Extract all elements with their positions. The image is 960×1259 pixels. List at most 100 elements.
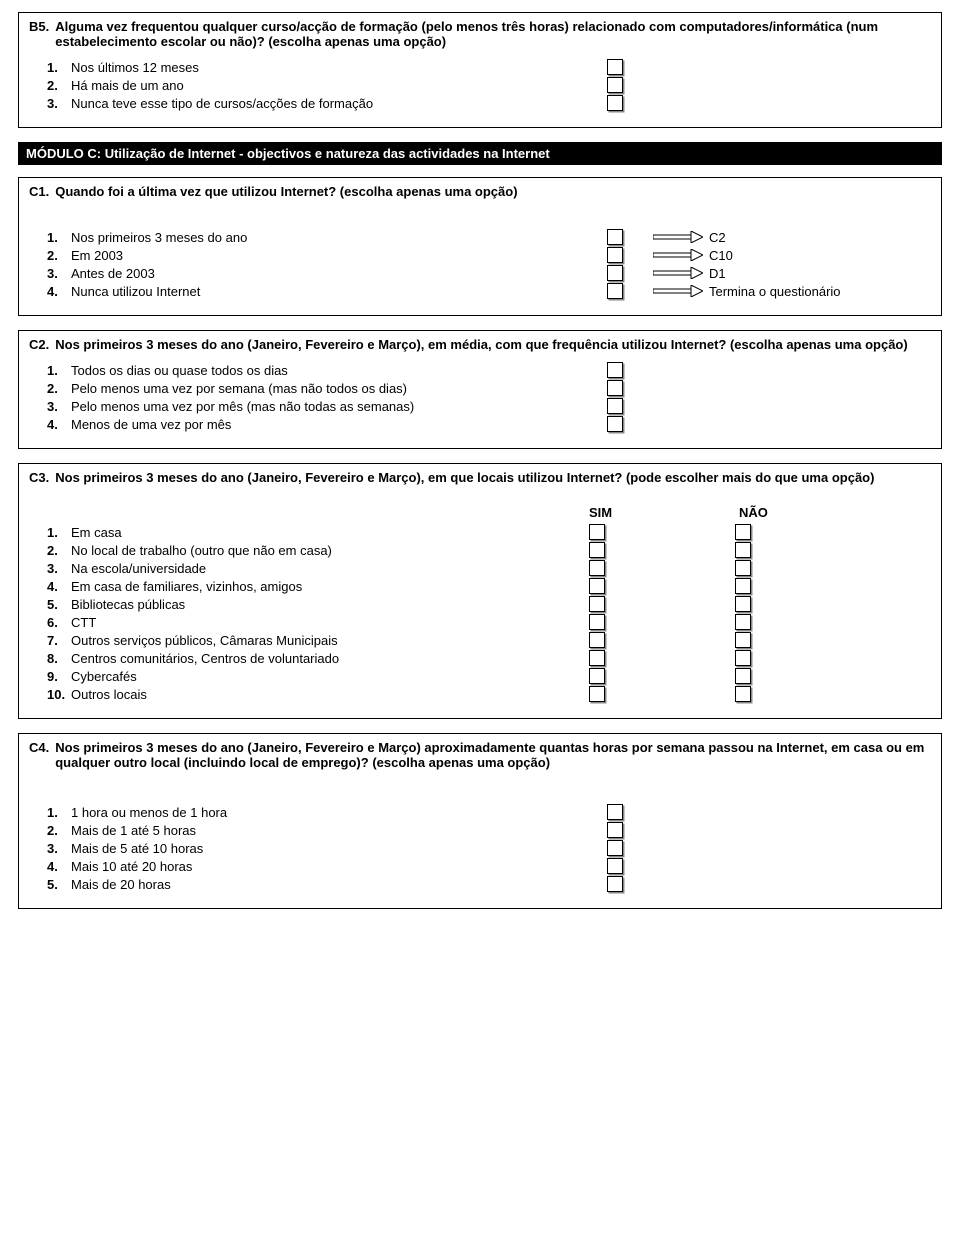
option-row: 4.Nunca utilizou InternetTermina o quest… bbox=[29, 283, 931, 299]
checkbox[interactable] bbox=[735, 668, 751, 684]
option-number: 3. bbox=[47, 399, 67, 414]
option-label: 5.Bibliotecas públicas bbox=[47, 597, 589, 612]
option-label: 5.Mais de 20 horas bbox=[47, 877, 607, 892]
option-row: 2.Em 2003C10 bbox=[29, 247, 931, 263]
option-label: 9. Cybercafés bbox=[47, 669, 589, 684]
checkbox[interactable] bbox=[735, 560, 751, 576]
option-text: Em casa bbox=[71, 525, 122, 540]
question-c2: C2. Nos primeiros 3 meses do ano (Janeir… bbox=[18, 330, 942, 449]
option-row: 1. Em casa bbox=[29, 524, 931, 540]
option-row: 3.Nunca teve esse tipo de cursos/acções … bbox=[29, 95, 931, 111]
option-label: 3.Na escola/universidade bbox=[47, 561, 589, 576]
option-number: 1. bbox=[47, 525, 67, 540]
option-row: 4.Mais 10 até 20 horas bbox=[29, 858, 931, 874]
option-row: 4.Em casa de familiares, vizinhos, amigo… bbox=[29, 578, 931, 594]
option-number: 4. bbox=[47, 284, 67, 299]
option-label: 10.Outros locais bbox=[47, 687, 589, 702]
option-label: 1. Nos primeiros 3 meses do ano bbox=[47, 230, 607, 245]
option-number: 3. bbox=[47, 96, 67, 111]
checkbox[interactable] bbox=[589, 614, 605, 630]
option-destination: C10 bbox=[709, 248, 733, 263]
checkbox[interactable] bbox=[607, 380, 623, 396]
option-text: Há mais de um ano bbox=[71, 78, 184, 93]
option-label: 1.Todos os dias ou quase todos os dias bbox=[47, 363, 607, 378]
option-number: 2. bbox=[47, 823, 67, 838]
checkbox[interactable] bbox=[607, 822, 623, 838]
checkbox[interactable] bbox=[589, 596, 605, 612]
checkbox[interactable] bbox=[735, 686, 751, 702]
option-row: 6.CTT bbox=[29, 614, 931, 630]
checkbox[interactable] bbox=[735, 596, 751, 612]
checkbox[interactable] bbox=[735, 578, 751, 594]
module-c-header: MÓDULO C: Utilização de Internet - objec… bbox=[18, 142, 942, 165]
checkbox[interactable] bbox=[735, 524, 751, 540]
option-number: 4. bbox=[47, 417, 67, 432]
checkbox[interactable] bbox=[607, 265, 623, 281]
option-number: 2. bbox=[47, 381, 67, 396]
option-label: 2.Há mais de um ano bbox=[47, 78, 607, 93]
question-text: Nos primeiros 3 meses do ano (Janeiro, F… bbox=[55, 470, 874, 485]
checkbox[interactable] bbox=[589, 524, 605, 540]
header-nao: NÃO bbox=[739, 505, 779, 520]
checkbox[interactable] bbox=[607, 804, 623, 820]
option-text: Nos primeiros 3 meses do ano bbox=[71, 230, 247, 245]
checkbox[interactable] bbox=[607, 840, 623, 856]
option-number: 8. bbox=[47, 651, 67, 666]
checkbox[interactable] bbox=[607, 247, 623, 263]
checkbox[interactable] bbox=[735, 614, 751, 630]
question-header: C4. Nos primeiros 3 meses do ano (Janeir… bbox=[29, 740, 931, 770]
question-c1: C1. Quando foi a última vez que utilizou… bbox=[18, 177, 942, 316]
checkbox[interactable] bbox=[735, 650, 751, 666]
option-number: 9. bbox=[47, 669, 67, 684]
option-label: 4.Mais 10 até 20 horas bbox=[47, 859, 607, 874]
option-number: 1. bbox=[47, 230, 67, 245]
question-header: C2. Nos primeiros 3 meses do ano (Janeir… bbox=[29, 337, 931, 352]
checkbox[interactable] bbox=[607, 362, 623, 378]
checkbox[interactable] bbox=[589, 686, 605, 702]
checkbox[interactable] bbox=[589, 632, 605, 648]
option-label: 3.Nunca teve esse tipo de cursos/acções … bbox=[47, 96, 607, 111]
option-text: Mais de 5 até 10 horas bbox=[71, 841, 203, 856]
question-header: B5. Alguma vez frequentou qualquer curso… bbox=[29, 19, 931, 49]
checkbox[interactable] bbox=[735, 542, 751, 558]
checkbox[interactable] bbox=[607, 95, 623, 111]
option-label: 3. Pelo menos uma vez por mês (mas não to… bbox=[47, 399, 607, 414]
option-text: 1 hora ou menos de 1 hora bbox=[71, 805, 227, 820]
checkbox[interactable] bbox=[607, 858, 623, 874]
checkbox[interactable] bbox=[589, 560, 605, 576]
option-text: Nunca utilizou Internet bbox=[71, 284, 200, 299]
question-number: C1. bbox=[29, 184, 49, 199]
option-row: 7.Outros serviços públicos, Câmaras Muni… bbox=[29, 632, 931, 648]
option-text: Nos últimos 12 meses bbox=[71, 60, 199, 75]
checkbox[interactable] bbox=[607, 398, 623, 414]
question-number: B5. bbox=[29, 19, 49, 49]
option-row: 3. Mais de 5 até 10 horas bbox=[29, 840, 931, 856]
checkbox[interactable] bbox=[607, 229, 623, 245]
option-label: 7.Outros serviços públicos, Câmaras Muni… bbox=[47, 633, 589, 648]
option-number: 5. bbox=[47, 597, 67, 612]
checkbox[interactable] bbox=[589, 578, 605, 594]
checkbox[interactable] bbox=[607, 416, 623, 432]
option-text: Pelo menos uma vez por mês (mas não toda… bbox=[71, 399, 414, 414]
checkbox[interactable] bbox=[607, 77, 623, 93]
option-text: CTT bbox=[71, 615, 96, 630]
checkbox[interactable] bbox=[607, 876, 623, 892]
option-row: 4.Menos de uma vez por mês bbox=[29, 416, 931, 432]
option-text: Mais 10 até 20 horas bbox=[71, 859, 192, 874]
option-number: 3. bbox=[47, 841, 67, 856]
option-row: 1.1 hora ou menos de 1 hora bbox=[29, 804, 931, 820]
question-header: C1. Quando foi a última vez que utilizou… bbox=[29, 184, 931, 199]
option-text: Todos os dias ou quase todos os dias bbox=[71, 363, 288, 378]
option-row: 10.Outros locais bbox=[29, 686, 931, 702]
checkbox[interactable] bbox=[735, 632, 751, 648]
option-number: 1. bbox=[47, 60, 67, 75]
checkbox[interactable] bbox=[589, 650, 605, 666]
checkbox[interactable] bbox=[589, 668, 605, 684]
option-text: Outros serviços públicos, Câmaras Munici… bbox=[71, 633, 338, 648]
checkbox[interactable] bbox=[607, 59, 623, 75]
checkbox[interactable] bbox=[589, 542, 605, 558]
option-text: Cybercafés bbox=[71, 669, 137, 684]
header-sim: SIM bbox=[589, 505, 629, 520]
option-row: 3.Na escola/universidade bbox=[29, 560, 931, 576]
checkbox[interactable] bbox=[607, 283, 623, 299]
